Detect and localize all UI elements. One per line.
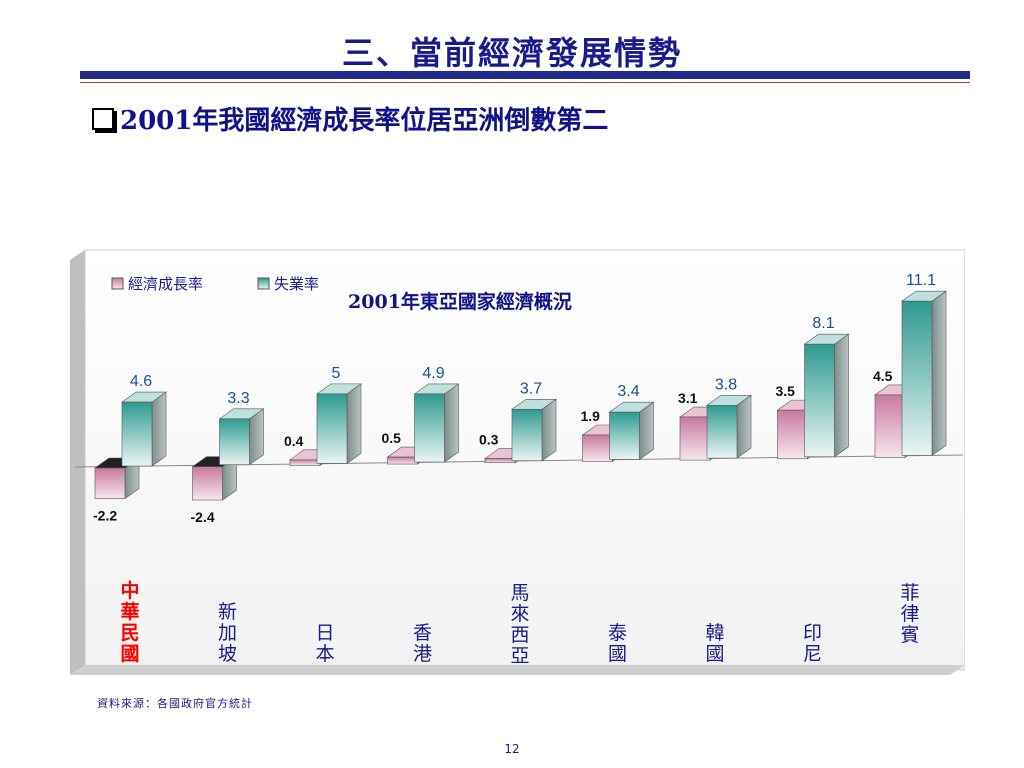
category-label-2: 日本: [315, 622, 334, 665]
value-label-growth-1: -2.4: [191, 509, 215, 525]
value-label-unemployment-5: 3.4: [617, 383, 639, 400]
bar-unemployment-2: [316, 383, 362, 464]
page-number: 12: [504, 742, 520, 756]
bar-unemployment-1: [218, 408, 265, 466]
category-label-5: 泰國: [608, 622, 627, 665]
value-label-unemployment-4: 3.7: [520, 380, 542, 397]
category-label-8: 菲律賓: [900, 582, 919, 646]
category-label-0: 中華民國: [120, 579, 139, 665]
value-label-unemployment-0: 4.6: [130, 373, 152, 390]
bars-group: [94, 290, 947, 501]
panel-bottom-edge: [70, 665, 965, 675]
bar-unemployment-7: [803, 333, 850, 458]
source-note: 資料來源：各國政府官方統計: [97, 697, 253, 710]
value-label-growth-4: 0.3: [479, 432, 499, 448]
value-label-unemployment-2: 5: [332, 365, 341, 382]
bar-unemployment-6: [706, 394, 752, 459]
value-label-unemployment-6: 3.8: [715, 376, 737, 393]
category-label-4: 馬來西亞: [510, 582, 529, 667]
value-label-growth-6: 3.1: [678, 390, 698, 406]
legend-label-growth: 經濟成長率: [128, 275, 203, 293]
bullet-point: 2001年我國經濟成長率位居亞洲倒數第二: [92, 100, 608, 137]
panel-left-edge: [70, 250, 85, 675]
category-label-6: 韓國: [705, 622, 724, 665]
bar-unemployment-3: [413, 383, 460, 463]
bar-unemployment-8: [901, 290, 947, 457]
bar-unemployment-5: [608, 401, 655, 461]
value-labels: -2.2 4.6 -2.4 3.3 0.4 5 0.5 4.9 0.3 3.7 1.9 3.4 3.1 3…: [93, 272, 936, 525]
value-label-growth-7: 3.5: [776, 383, 796, 399]
value-label-unemployment-8: 11.1: [906, 272, 936, 289]
slide-title: 三、當前經濟發展情勢: [341, 34, 682, 72]
value-label-growth-5: 1.9: [581, 408, 601, 424]
checkbox-bullet-icon: [92, 107, 114, 130]
title-rule: [80, 71, 970, 79]
bar-unemployment-4: [511, 398, 557, 462]
legend-swatch-growth: [111, 277, 124, 290]
chart-title: 2001年東亞國家經濟概況: [348, 290, 572, 313]
value-label-growth-3: 0.5: [382, 430, 402, 446]
legend-label-unemployment: 失業率: [274, 275, 319, 293]
category-labels: 中華民國 新加坡 日本 香港 馬來西亞 泰國 韓國 印尼 菲律賓: [120, 579, 919, 667]
legend-swatch-unemployment: [257, 277, 270, 290]
bullet-text: 2001年我國經濟成長率位居亞洲倒數第二: [120, 106, 609, 136]
bar-growth-0: [94, 457, 140, 500]
value-label-growth-2: 0.4: [284, 433, 304, 449]
value-label-growth-8: 4.5: [873, 368, 893, 384]
title-rule-thin: [80, 82, 970, 83]
category-label-1: 新加坡: [218, 601, 237, 665]
economy-chart: 經濟成長率 失業率 2001年東亞國家經濟概況 -2.2 4.6 -2.4 3.3 0.…: [70, 249, 965, 675]
bar-unemployment-0: [121, 391, 167, 467]
value-label-unemployment-1: 3.3: [227, 390, 249, 407]
value-label-growth-0: -2.2: [93, 508, 117, 524]
category-label-7: 印尼: [803, 622, 822, 665]
value-label-unemployment-3: 4.9: [422, 365, 444, 382]
category-label-3: 香港: [413, 622, 432, 665]
legend: 經濟成長率 失業率: [111, 275, 319, 293]
value-label-unemployment-7: 8.1: [812, 315, 834, 332]
